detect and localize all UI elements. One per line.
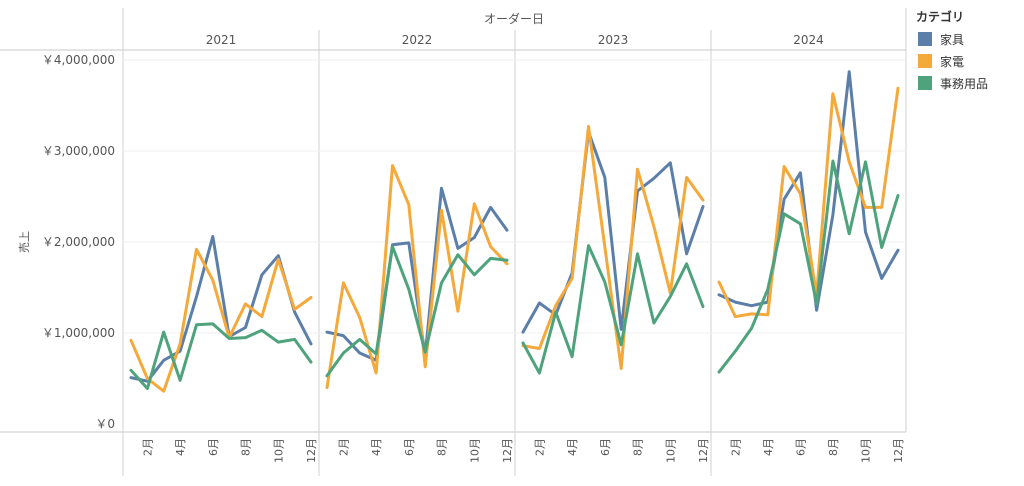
x-tick-label: 6月 bbox=[403, 438, 416, 456]
x-tick-label: 12月 bbox=[501, 438, 514, 463]
x-tick-label: 12月 bbox=[697, 438, 710, 463]
y-tick-label: ￥2,000,000 bbox=[42, 235, 115, 249]
x-tick-label: 10月 bbox=[664, 438, 677, 463]
series-line-事務用品-2024 bbox=[717, 159, 900, 374]
year-labels: 2021 2022 2023 2024 bbox=[206, 33, 824, 47]
x-tick-label: 2月 bbox=[337, 438, 350, 456]
legend-label: 家具 bbox=[940, 32, 964, 47]
y-axis: 売上 ￥0 ￥1,000,000 ￥2,000,000 ￥3,000,000 ￥4,00… bbox=[18, 53, 115, 431]
legend-swatch bbox=[918, 76, 932, 90]
series-line-事務用品-2021 bbox=[129, 322, 313, 390]
x-tick-label: 4月 bbox=[174, 438, 187, 456]
x-tick-label: 8月 bbox=[827, 438, 840, 456]
x-tick-label: 10月 bbox=[272, 438, 285, 463]
x-tick-label: 12月 bbox=[892, 438, 905, 463]
x-tick-label: 4月 bbox=[370, 438, 383, 456]
y-tick-label: ￥4,000,000 bbox=[42, 53, 115, 67]
x-tick-label: 10月 bbox=[468, 438, 481, 463]
x-tick-label: 12月 bbox=[305, 438, 318, 463]
series-lines bbox=[129, 70, 900, 393]
x-tick-label: 10月 bbox=[859, 438, 872, 463]
x-tick-label: 8月 bbox=[240, 438, 253, 456]
year-label: 2021 bbox=[206, 33, 237, 47]
year-label: 2023 bbox=[598, 33, 629, 47]
x-tick-label: 8月 bbox=[436, 438, 449, 456]
legend-label: 事務用品 bbox=[940, 77, 988, 91]
x-tick-label: 2月 bbox=[533, 438, 546, 456]
x-tick-label: 4月 bbox=[566, 438, 579, 456]
x-tick-label: 8月 bbox=[632, 438, 645, 456]
x-tick-label: 6月 bbox=[207, 438, 220, 456]
x-axis-ticks: 2月 4月 6月 8月 10月 12月 2月 4月 6月 8月 10月 12月 2月 4月 6月 8月 10月 1… bbox=[141, 438, 905, 463]
x-tick-label: 6月 bbox=[794, 438, 807, 456]
y-tick-label: ￥1,000,000 bbox=[42, 326, 115, 340]
y-tick-label: ￥0 bbox=[95, 417, 115, 431]
series-line-家電-2021 bbox=[129, 247, 313, 393]
legend-title: カテゴリ bbox=[916, 9, 964, 24]
series-line-家電-2024 bbox=[717, 86, 900, 319]
legend-swatch bbox=[918, 32, 932, 46]
series-line-事務用品-2022 bbox=[325, 245, 509, 378]
x-tick-label: 6月 bbox=[599, 438, 612, 456]
chart-frame bbox=[0, 8, 907, 476]
header-title: オーダー日 bbox=[484, 11, 544, 26]
year-label: 2024 bbox=[793, 33, 824, 47]
legend-label: 家電 bbox=[940, 54, 964, 69]
y-axis-label: 売上 bbox=[18, 231, 31, 253]
series-line-家電-2022 bbox=[325, 164, 509, 390]
series-line-事務用品-2023 bbox=[521, 244, 705, 375]
x-tick-label: 2月 bbox=[141, 438, 154, 456]
column-header: オーダー日 bbox=[484, 11, 544, 26]
x-tick-label: 2月 bbox=[729, 438, 742, 456]
year-label: 2022 bbox=[402, 33, 433, 47]
x-tick-label: 4月 bbox=[762, 438, 775, 456]
y-tick-label: ￥3,000,000 bbox=[42, 144, 115, 158]
legend-swatch bbox=[918, 54, 932, 68]
